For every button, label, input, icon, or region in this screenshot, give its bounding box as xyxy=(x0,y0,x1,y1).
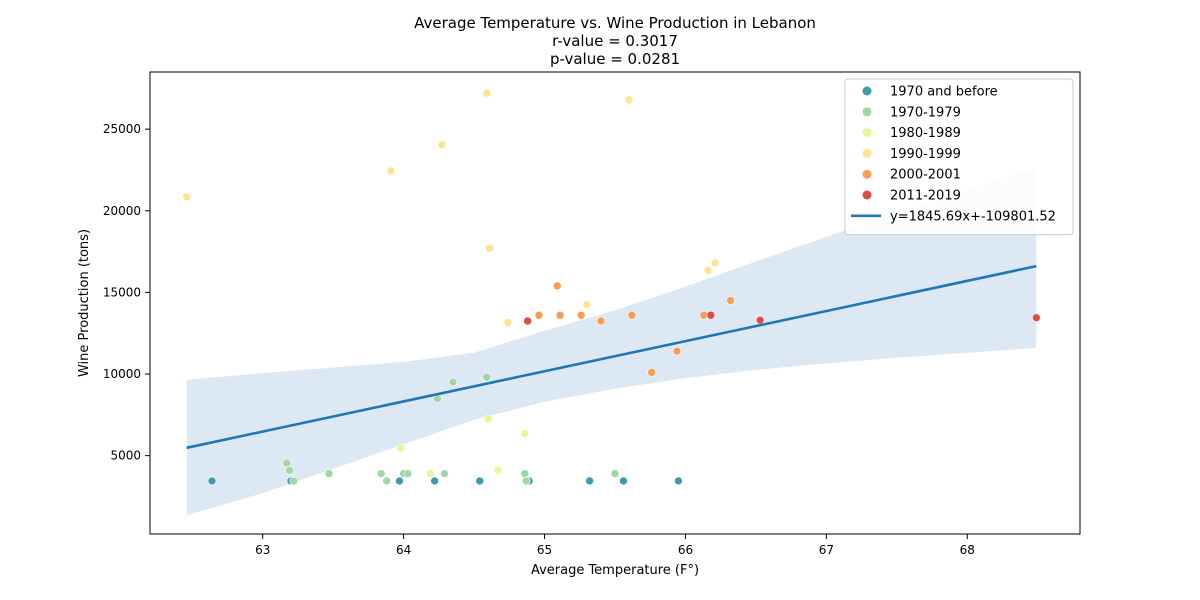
y-axis-label: Wine Production (tons) xyxy=(77,229,92,377)
chart-title: Average Temperature vs. Wine Production … xyxy=(414,14,816,68)
data-point-series-1-9 xyxy=(440,469,449,478)
data-point-series-4-9 xyxy=(726,296,735,305)
x-tick-label-2: 65 xyxy=(537,543,552,557)
data-point-series-3-7 xyxy=(624,95,634,105)
data-point-series-5-3 xyxy=(1032,313,1041,322)
data-point-series-0-3 xyxy=(430,476,439,486)
y-tick-label-0: 5000 xyxy=(110,449,141,463)
data-point-series-3-3 xyxy=(482,88,492,98)
data-point-series-5-2 xyxy=(755,315,765,325)
x-tick-label-5: 68 xyxy=(960,543,975,557)
data-point-series-3-1 xyxy=(386,166,396,176)
data-point-series-3-9 xyxy=(710,258,720,268)
data-point-series-3-5 xyxy=(503,318,513,327)
y-tick-label-2: 15000 xyxy=(103,285,141,299)
data-point-series-1-7 xyxy=(403,469,413,478)
x-axis: 63 64 65 66 67 68 xyxy=(255,534,975,557)
legend-marker-4 xyxy=(862,169,872,179)
data-point-series-2-3 xyxy=(493,466,503,475)
data-point-series-2-4 xyxy=(520,429,530,438)
legend-marker-5 xyxy=(862,190,872,200)
plot-area xyxy=(149,71,1081,535)
x-tick-label-1: 64 xyxy=(396,543,411,557)
data-point-series-4-5 xyxy=(627,310,637,320)
y-tick-label-1: 10000 xyxy=(103,367,141,381)
legend-marker-1 xyxy=(862,107,872,117)
data-point-series-0-7 xyxy=(619,476,628,486)
data-point-series-2-1 xyxy=(426,469,435,478)
y-tick-label-3: 20000 xyxy=(103,204,141,218)
data-point-series-0-4 xyxy=(475,476,485,486)
legend-marker-3 xyxy=(862,148,872,158)
data-point-series-3-4 xyxy=(485,244,494,253)
x-axis-label: Average Temperature (F°) xyxy=(531,563,699,578)
data-point-series-0-2 xyxy=(395,476,404,486)
legend-label-3: 1990-1999 xyxy=(890,147,961,162)
data-point-series-0-6 xyxy=(585,476,594,486)
data-point-series-4-6 xyxy=(647,368,656,377)
legend-label-2: 1980-1989 xyxy=(890,126,961,141)
data-point-series-4-2 xyxy=(555,310,565,320)
legend: 1970 and before 1970-1979 1980-1989 1990-19… xyxy=(844,78,1074,236)
x-tick-label-4: 67 xyxy=(819,543,834,557)
data-point-series-2-2 xyxy=(483,414,493,424)
y-axis: 5000 10000 15000 20000 25000 xyxy=(103,122,150,463)
data-point-series-4-1 xyxy=(552,281,562,291)
data-point-series-4-3 xyxy=(576,310,586,320)
regression-line xyxy=(186,264,1037,450)
data-point-series-4-7 xyxy=(672,346,682,356)
data-point-series-5-1 xyxy=(706,310,716,320)
chart-title-line-3: p-value = 0.0281 xyxy=(550,50,680,68)
legend-marker-2 xyxy=(862,128,872,138)
data-point-series-1-10 xyxy=(448,377,458,387)
data-point-series-5-0 xyxy=(523,316,532,326)
data-point-series-1-1 xyxy=(285,466,294,475)
legend-label-5: 2011-2019 xyxy=(890,189,961,204)
data-point-series-1-0 xyxy=(282,458,291,468)
x-tick-label-0: 63 xyxy=(255,543,270,557)
legend-marker-0 xyxy=(862,86,872,96)
data-point-series-3-2 xyxy=(437,140,446,149)
data-point-series-4-0 xyxy=(534,310,544,320)
chart-title-line-1: Average Temperature vs. Wine Production … xyxy=(414,14,816,32)
chart-title-line-2: r-value = 0.3017 xyxy=(552,32,678,50)
data-point-series-4-4 xyxy=(596,316,606,326)
data-point-series-3-0 xyxy=(182,192,191,202)
data-point-series-3-8 xyxy=(703,266,713,275)
data-point-series-1-3 xyxy=(324,469,334,478)
legend-label-1: 1970-1979 xyxy=(890,105,961,120)
data-point-series-0-0 xyxy=(207,476,217,486)
legend-label-0: 1970 and before xyxy=(890,85,998,100)
legend-label-4: 2000-2001 xyxy=(890,168,961,183)
data-point-series-2-0 xyxy=(396,443,406,453)
data-point-series-1-13 xyxy=(521,476,531,486)
x-tick-label-3: 66 xyxy=(678,543,693,557)
data-point-series-1-12 xyxy=(520,469,530,478)
legend-box xyxy=(844,78,1074,236)
data-point-series-0-8 xyxy=(674,476,683,486)
legend-label-regression: y=1845.69x+-109801.52 xyxy=(890,209,1056,224)
data-point-series-3-6 xyxy=(582,300,592,309)
data-point-series-1-5 xyxy=(382,476,392,486)
data-point-series-1-14 xyxy=(610,469,620,478)
data-point-series-1-2 xyxy=(289,476,299,486)
data-point-series-1-11 xyxy=(482,372,492,382)
data-point-series-1-4 xyxy=(376,469,386,478)
y-tick-label-4: 25000 xyxy=(103,122,141,136)
confidence-band xyxy=(186,167,1037,516)
